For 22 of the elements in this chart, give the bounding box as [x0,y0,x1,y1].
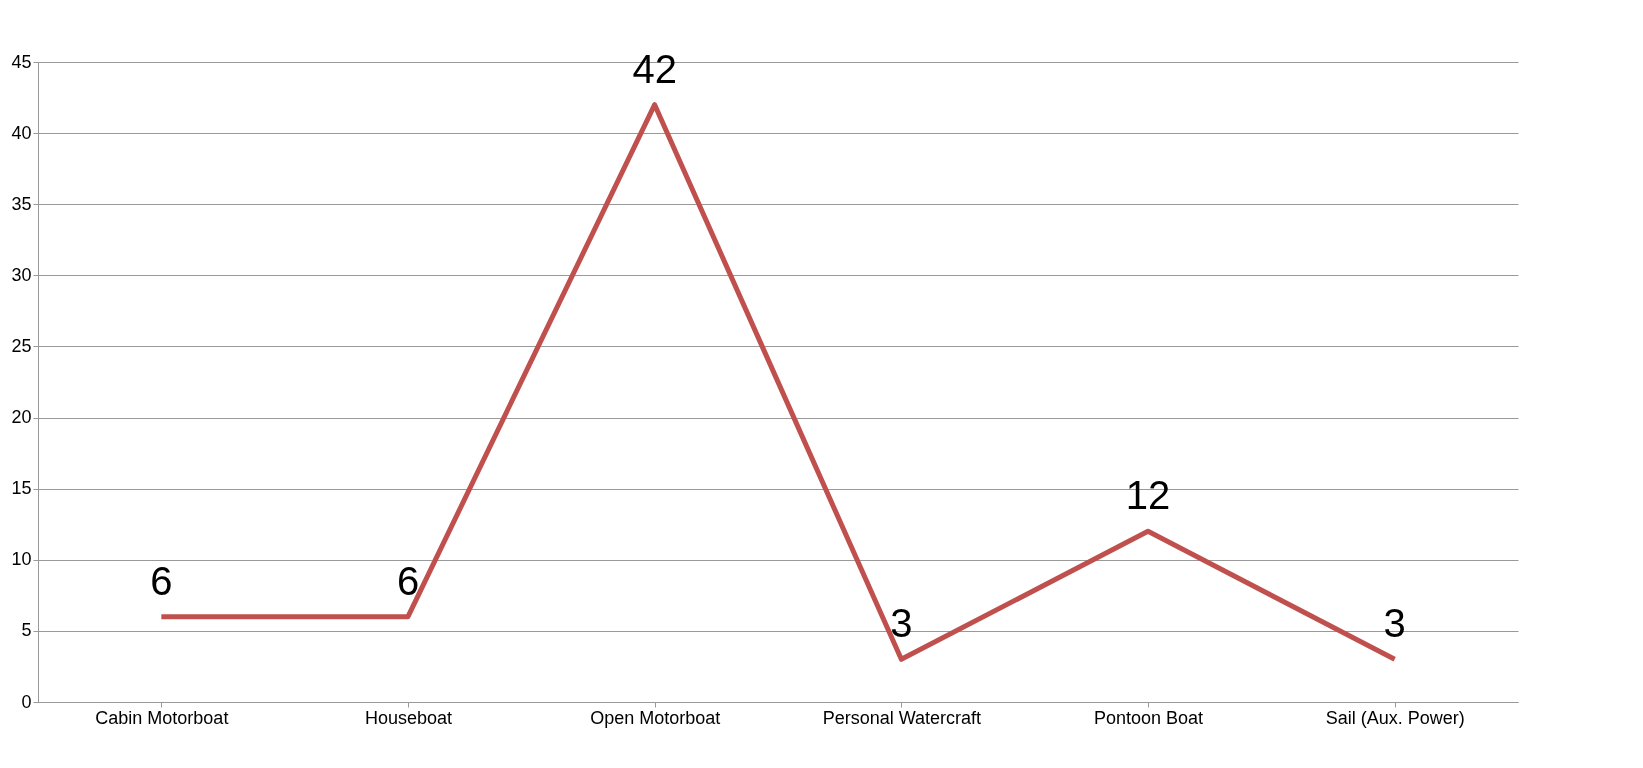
y-tick-label: 5 [21,620,32,641]
y-tick-label: 10 [11,549,32,570]
y-tick-label: 30 [11,264,32,285]
x-tick-label: Open Motorboat [590,707,721,728]
x-tick-label: Pontoon Boat [1093,707,1204,728]
x-tick-label: Personal Watercraft [822,707,982,728]
data-label: 6 [396,558,420,603]
y-tick-label: 25 [11,335,32,356]
y-tick-label: 35 [11,193,32,214]
y-tick-label: 45 [11,51,32,72]
x-tick-label: Cabin Motorboat [95,707,229,728]
y-tick-label: 15 [11,478,32,499]
y-tick-label: 20 [11,407,32,428]
data-label: 3 [890,601,913,646]
x-tick-label: Houseboat [364,707,453,728]
data-label: 42 [632,46,677,91]
y-tick-label: 40 [11,122,32,143]
data-label: 12 [1125,473,1171,518]
x-tick-label: Sail (Aux. Power) [1325,707,1465,728]
data-label: 6 [150,558,173,603]
data-label: 3 [1383,601,1406,646]
y-tick-label: 0 [21,691,32,712]
